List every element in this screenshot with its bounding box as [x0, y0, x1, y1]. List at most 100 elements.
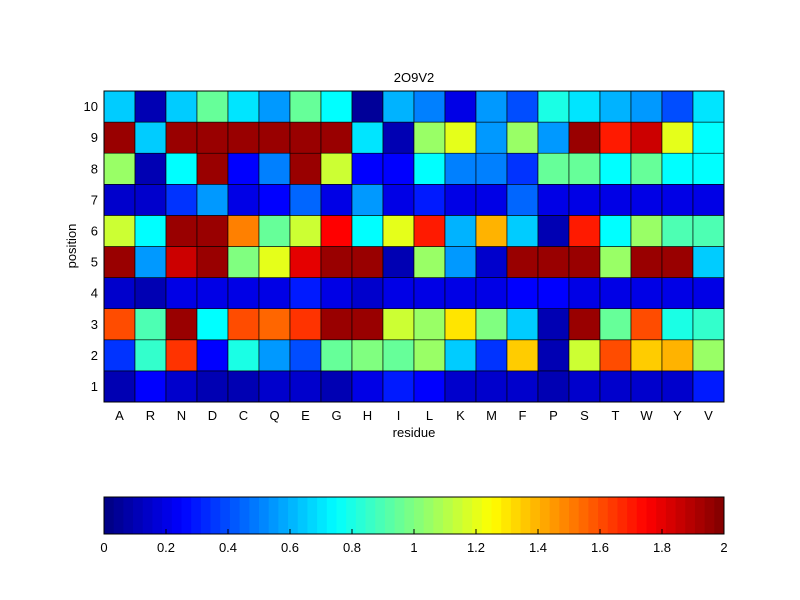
heatmap-cell-E-6	[289, 215, 322, 247]
colorbar-step	[355, 497, 366, 534]
heatmap-cell-Y-6	[661, 215, 694, 247]
heatmap-cell-E-2	[289, 339, 322, 372]
heatmap-cell-Q-4	[258, 277, 291, 310]
heatmap-cell-G-1	[320, 370, 353, 403]
x-tick-label-P: P	[549, 408, 558, 423]
heatmap-cell-Y-2	[661, 339, 694, 372]
heatmap-cell-G-6	[320, 215, 353, 247]
heatmap-cell-Q-10	[258, 90, 291, 123]
heatmap-cell-N-6	[165, 215, 198, 247]
heatmap-cell-D-7	[196, 184, 229, 216]
heatmap-cell-F-8	[506, 152, 539, 185]
colorbar-step	[510, 497, 521, 534]
heatmap-cell-E-10	[289, 90, 322, 123]
heatmap-cell-F-9	[506, 121, 539, 154]
heatmap-cell-V-5	[692, 246, 725, 278]
heatmap-cell-D-9	[196, 121, 229, 154]
colorbar-step	[404, 497, 415, 534]
y-tick-label-6: 6	[91, 223, 98, 238]
heatmap-cell-N-8	[165, 152, 198, 185]
colorbar-step	[423, 497, 434, 534]
heatmap-cell-K-4	[444, 277, 477, 310]
colorbar-step	[714, 497, 725, 534]
colorbar-step	[123, 497, 134, 534]
heatmap-cell-A-7	[103, 184, 136, 216]
heatmap-cell-S-7	[568, 184, 601, 216]
heatmap-cell-M-8	[475, 152, 508, 185]
x-tick-label-M: M	[486, 408, 497, 423]
heatmap-cell-K-2	[444, 339, 477, 372]
heatmap-cell-H-3	[351, 308, 384, 341]
heatmap-cell-K-1	[444, 370, 477, 403]
colorbar-step	[229, 497, 241, 534]
heatmap-cell-C-1	[227, 370, 260, 403]
heatmap-cell-L-6	[413, 215, 446, 247]
heatmap-cell-M-7	[475, 184, 508, 216]
heatmap-cell-R-5	[134, 246, 167, 278]
heatmap-cell-E-9	[289, 121, 322, 154]
heatmap-cell-T-8	[599, 152, 632, 185]
heatmap-cell-E-3	[289, 308, 322, 341]
heatmap-cell-M-9	[475, 121, 508, 154]
heatmap-cell-G-9	[320, 121, 353, 154]
colorbar-tick-label-0.2: 0.2	[157, 540, 175, 555]
heatmap-cell-G-5	[320, 246, 353, 278]
plot-frame	[103, 90, 725, 403]
heatmap-cell-V-10	[692, 90, 725, 123]
heatmap-cell-F-6	[506, 215, 539, 247]
colorbar-step	[617, 497, 628, 534]
heatmap-cell-V-3	[692, 308, 725, 341]
heatmap-cell-R-4	[134, 277, 167, 310]
colorbar-step	[636, 497, 647, 534]
heatmap-cell-S-10	[568, 90, 601, 123]
colorbar-step	[607, 497, 618, 534]
colorbar-step	[501, 497, 512, 534]
colorbar-step	[375, 497, 386, 534]
heatmap-cell-P-8	[537, 152, 570, 185]
heatmap-cell-F-2	[506, 339, 539, 372]
y-tick-label-2: 2	[91, 348, 98, 363]
colorbar-step	[152, 497, 163, 534]
x-tick-label-K: K	[456, 408, 465, 423]
colorbar-step	[443, 497, 454, 534]
heatmap-cell-V-2	[692, 339, 725, 372]
heatmap-cell-Q-8	[258, 152, 291, 185]
colorbar-tick-label-1.2: 1.2	[467, 540, 485, 555]
heatmap-cell-T-9	[599, 121, 632, 154]
heatmap-cell-T-5	[599, 246, 632, 278]
colorbar-tick-label-0.4: 0.4	[219, 540, 237, 555]
x-tick-label-W: W	[640, 408, 653, 423]
heatmap-cell-V-8	[692, 152, 725, 185]
colorbar-step	[646, 497, 657, 534]
y-tick-label-3: 3	[91, 317, 98, 332]
x-tick-label-S: S	[580, 408, 589, 423]
heatmap-cell-V-9	[692, 121, 725, 154]
heatmap-cell-C-9	[227, 121, 260, 154]
heatmap-cell-T-1	[599, 370, 632, 403]
heatmap-cell-S-6	[568, 215, 601, 247]
colorbar-step	[317, 497, 328, 534]
colorbar-step	[365, 497, 376, 534]
heatmap-cell-A-9	[103, 121, 136, 154]
heatmap-cell-H-10	[351, 90, 384, 123]
heatmap-cell-E-5	[289, 246, 322, 278]
heatmap-cell-P-10	[537, 90, 570, 123]
colorbar-step	[704, 497, 715, 534]
colorbar-step	[569, 497, 580, 534]
colorbar-step	[249, 497, 260, 534]
colorbar-step	[191, 497, 202, 534]
x-tick-label-F: F	[519, 408, 527, 423]
colorbar-step	[394, 497, 405, 534]
heatmap-cell-A-5	[103, 246, 136, 278]
heatmap-cell-C-7	[227, 184, 260, 216]
colorbar-step	[142, 497, 153, 534]
heatmap-cell-E-8	[289, 152, 322, 185]
x-tick-label-I: I	[397, 408, 401, 423]
colorbar-step	[336, 497, 347, 534]
x-tick-label-R: R	[146, 408, 155, 423]
x-tick-label-D: D	[208, 408, 217, 423]
colorbar-tick-label-0: 0	[100, 540, 107, 555]
heatmap-cell-H-9	[351, 121, 384, 154]
heatmap-cell-D-10	[196, 90, 229, 123]
heatmap-cell-C-8	[227, 152, 260, 185]
